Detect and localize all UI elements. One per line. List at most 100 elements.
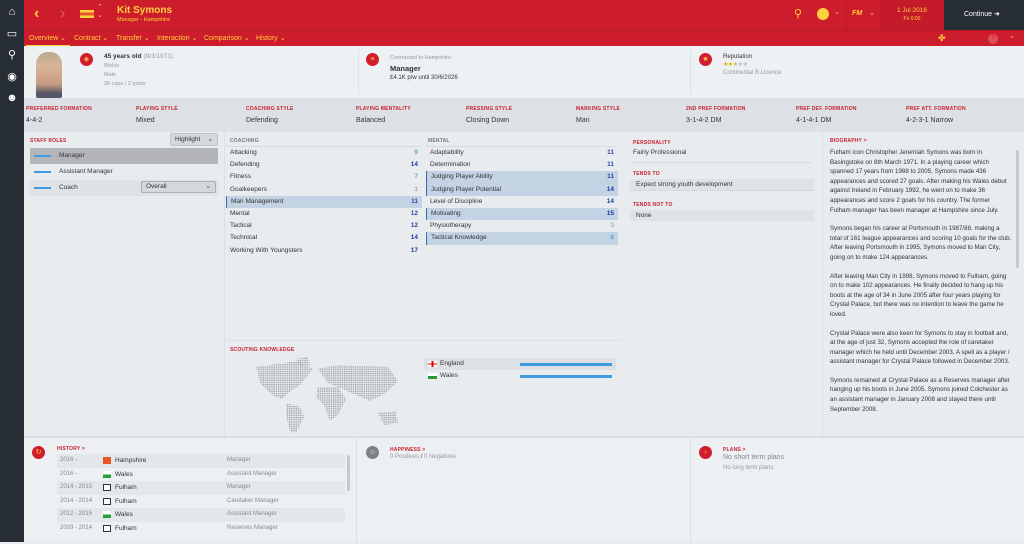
attribute-name: Goalkeepers xyxy=(230,185,267,193)
inbox-icon[interactable]: ▭ xyxy=(6,28,18,40)
chevron-down-icon: ⌄ xyxy=(869,10,875,17)
role-manager[interactable] xyxy=(30,148,218,164)
chevron-down-icon[interactable]: ⌄ xyxy=(834,9,840,16)
attribute-name: Fitness xyxy=(230,173,251,181)
tends-to-label: Tends To xyxy=(633,171,660,177)
attribute-value: 11 xyxy=(607,161,614,169)
history-club: Fulham xyxy=(115,524,137,532)
reputation-stars: ★★★★★ xyxy=(723,61,748,68)
attribute-row[interactable]: Goalkeepers 1 xyxy=(226,184,422,196)
attribute-name: Attacking xyxy=(230,149,257,156)
search-icon[interactable]: ⚲ xyxy=(794,8,803,20)
happiness-link[interactable]: Happiness > xyxy=(390,447,426,453)
continue-button[interactable]: Continue ➜ xyxy=(944,0,1024,30)
star-icon: ★ xyxy=(727,62,733,68)
tab-comparison[interactable]: Comparison ⌄ xyxy=(204,35,250,42)
social-icon[interactable] xyxy=(817,8,829,20)
attribute-row[interactable]: Man Management 11 xyxy=(226,195,422,208)
chevron-down-icon: ⌄ xyxy=(207,136,213,143)
tab-contract[interactable]: Contract ⌄ xyxy=(74,35,109,42)
tab-history[interactable]: History ⌄ xyxy=(256,35,286,42)
biography-scrollbar[interactable] xyxy=(1016,150,1019,268)
attribute-row[interactable]: Judging Player Ability 11 xyxy=(426,171,618,184)
fm-menu[interactable]: FM ⌄ xyxy=(846,0,880,30)
home-icon[interactable]: ⌂ xyxy=(8,6,16,18)
history-row[interactable]: 2014 - 2014 Fulham Caretaker Manager xyxy=(57,495,345,509)
history-club: Fulham xyxy=(115,497,137,505)
history-row[interactable]: 2016 - Hampshire Manager xyxy=(57,454,345,468)
attribute-row[interactable]: Defending 14 xyxy=(226,159,422,171)
history-link[interactable]: History > xyxy=(57,446,85,452)
staff-roles-title: Staff Roles xyxy=(30,138,67,144)
search-icon[interactable]: ⚲ xyxy=(7,49,17,61)
attribute-row[interactable]: Tactical 12 xyxy=(226,220,422,232)
attribute-row[interactable]: Determination 11 xyxy=(426,159,618,171)
history-row[interactable]: 2012 - 2015 Wales Assistant Manager xyxy=(57,508,345,522)
attribute-row[interactable]: Attacking 9 xyxy=(226,147,422,159)
attribute-value: 9 xyxy=(414,149,418,156)
scouting-country[interactable]: England xyxy=(424,358,616,370)
attribute-name: Working With Youngsters xyxy=(230,246,303,254)
style-value: Mixed xyxy=(136,117,155,124)
continue-label: Continue xyxy=(964,11,993,18)
contract-label: Contracted to Hampshire xyxy=(390,55,452,61)
attribute-row[interactable]: Tactical Knowledge 8 xyxy=(426,232,618,245)
style-item: Marking Style Man xyxy=(576,106,620,124)
attribute-row[interactable]: Working With Youngsters 17 xyxy=(226,245,422,257)
attribute-value: 17 xyxy=(410,246,418,254)
attribute-name: Motivating xyxy=(431,209,461,217)
history-row[interactable]: 2016 - Wales Assistant Manager xyxy=(57,468,345,482)
club-badge-icon xyxy=(103,470,111,478)
attribute-row[interactable]: Adaptability 11 xyxy=(426,147,618,159)
help-icon[interactable]: ? xyxy=(988,34,998,44)
history-scrollbar[interactable] xyxy=(347,455,350,491)
style-item: Pref Att. Formation 4-2-3-1 Narrow xyxy=(906,106,966,124)
coach-select[interactable]: Overall ⌄ xyxy=(141,181,216,193)
reputation-label: Reputation xyxy=(723,54,753,60)
attribute-row[interactable]: Judging Player Potential 14 xyxy=(426,183,618,196)
attribute-row[interactable]: Motivating 15 xyxy=(426,207,618,221)
attribute-name: Physiotherapy xyxy=(430,222,472,230)
biography-link[interactable]: Biography > xyxy=(830,138,867,144)
tab-interaction[interactable]: Interaction ⌄ xyxy=(157,35,198,42)
style-item: Coaching Style Defending xyxy=(246,106,294,124)
attribute-row[interactable]: Technical 14 xyxy=(226,232,422,244)
staff-shortcut-icon[interactable]: ✤ xyxy=(938,33,946,43)
biography-paragraph: Symons began his career at Portsmouth in… xyxy=(830,225,1012,261)
staff-icon[interactable]: ☻ xyxy=(6,92,18,104)
attribute-value: 8 xyxy=(610,234,614,242)
attribute-row[interactable]: Mental 12 xyxy=(226,208,422,220)
history-role: Reserves Manager xyxy=(227,524,278,531)
personality-value: Fairly Professional xyxy=(633,149,811,163)
history-row[interactable]: 2014 - 2015 Fulham Manager xyxy=(57,481,345,495)
date-display[interactable]: 1 Jul 2016 Fri 0:00 xyxy=(880,0,944,30)
arrow-right-icon: ➜ xyxy=(993,11,1000,18)
attribute-row[interactable]: Physiotherapy 3 xyxy=(426,220,618,232)
history-years: 2016 - xyxy=(60,457,78,463)
attribute-row[interactable]: Level of Discipline 14 xyxy=(426,196,618,208)
bottom-panels: ↻ History > 2016 - Hampshire Manager 2016 -… xyxy=(24,436,1024,544)
england-flag-icon xyxy=(428,361,437,367)
highlight-dropdown[interactable]: Highlight ⌄ xyxy=(170,133,218,146)
staff-roles-panel: Staff Roles Highlight ⌄ Manager Assistant… xyxy=(24,132,222,436)
forward-icon[interactable]: › xyxy=(60,5,66,22)
history-club: Fulham xyxy=(115,484,137,492)
back-icon[interactable]: ‹ xyxy=(34,5,40,22)
style-value: 4-2-3-1 Narrow xyxy=(906,117,954,124)
attribute-row[interactable]: Fitness 7 xyxy=(226,171,422,183)
history-years: 2012 - 2015 xyxy=(60,511,93,518)
tab-transfer[interactable]: Transfer ⌄ xyxy=(116,35,150,42)
history-years: 2014 - 2015 xyxy=(60,484,93,491)
tab-overview[interactable]: Overview ⌄ xyxy=(26,31,70,47)
history-row[interactable]: 2009 - 2014 Fulham Reserves Manager xyxy=(57,522,345,536)
star-icon: ★ xyxy=(732,62,738,68)
attribute-name: Mental xyxy=(230,209,250,217)
switch-person-icon[interactable]: ⌃ ⌄ xyxy=(97,4,103,19)
scouting-icon[interactable]: ◉ xyxy=(7,71,17,83)
plans-link[interactable]: Plans > xyxy=(723,447,746,453)
scouting-country[interactable]: Wales xyxy=(424,370,616,382)
person-name: Kit Symons xyxy=(117,5,173,16)
attribute-value: 12 xyxy=(410,209,418,217)
chevron-down-icon[interactable]: ⌄ xyxy=(1009,33,1015,40)
wales-flag-icon xyxy=(428,373,437,379)
